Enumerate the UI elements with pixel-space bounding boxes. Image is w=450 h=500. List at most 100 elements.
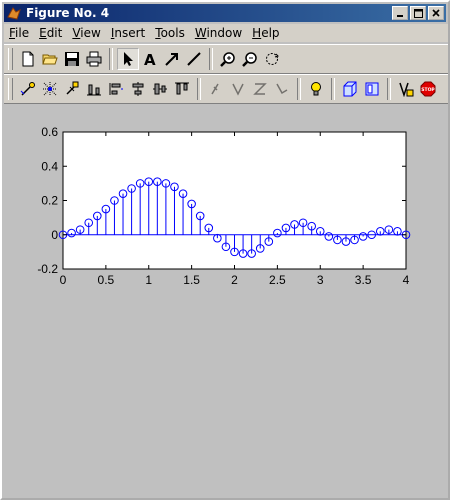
toolbar-separator — [109, 48, 113, 70]
rotate-3d-icon[interactable] — [261, 48, 283, 70]
stem-marker — [358, 232, 368, 241]
figure-palette-icon[interactable] — [395, 78, 417, 100]
plot-edit-toolbar: STOP — [4, 74, 448, 104]
stem-marker — [161, 179, 171, 188]
stem-marker — [110, 196, 119, 205]
menu-window[interactable]: Window — [194, 26, 243, 40]
stem-marker — [324, 232, 334, 241]
x-axis: 0 0.5 1 1.5 2 2.5 3 3.5 4 — [60, 132, 410, 287]
stem-marker — [221, 242, 231, 252]
align-top-icon[interactable] — [171, 78, 193, 100]
stem-marker — [333, 235, 342, 245]
menu-bar: File Edit View Insert Tools Window Help — [4, 24, 448, 42]
stem-marker — [281, 223, 291, 233]
x-tick-label: 0.5 — [98, 273, 115, 287]
toolbar-grip[interactable] — [8, 48, 13, 70]
edit-tool-3-icon[interactable] — [249, 78, 271, 100]
stem-marker — [315, 227, 325, 236]
title-bar[interactable]: Figure No. 4 — [4, 4, 446, 22]
toolbar-separator — [387, 78, 391, 100]
stem-marker — [144, 177, 154, 186]
plot-browser-icon[interactable] — [361, 78, 383, 100]
stem-marker — [135, 179, 145, 188]
zoom-out-icon[interactable] — [239, 48, 261, 70]
insert-text-icon[interactable]: A — [139, 48, 161, 70]
maximize-button[interactable] — [410, 6, 426, 20]
stem-marker — [238, 249, 248, 258]
open-folder-icon[interactable] — [39, 48, 61, 70]
stem-marker — [178, 189, 188, 198]
stem-marker — [264, 237, 274, 246]
x-tick-label: 2.5 — [269, 273, 286, 287]
stem-marker — [247, 249, 256, 258]
y-axis: -0.2 0 0.2 0.4 0.6 — [37, 125, 406, 276]
stem-marker — [307, 221, 316, 231]
edit-tool-1-icon[interactable] — [205, 78, 227, 100]
align-middle-icon[interactable] — [149, 78, 171, 100]
stem-marker — [213, 233, 222, 243]
stem-marker — [384, 225, 394, 234]
stem-plot[interactable]: -0.200.20.40.6 0 0.5 1 1.5 2 2.5 3 3.5 4 — [4, 105, 448, 498]
x-tick-label: 1.5 — [183, 273, 200, 287]
menu-insert[interactable]: Insert — [110, 26, 146, 40]
print-icon[interactable] — [83, 48, 105, 70]
pan-icon[interactable] — [61, 78, 83, 100]
zoom-in-icon[interactable] — [217, 48, 239, 70]
stem-marker — [75, 225, 85, 234]
x-tick-label: 3.5 — [355, 273, 372, 287]
stem-marker — [273, 228, 282, 238]
insert-line-icon[interactable] — [183, 48, 205, 70]
y-tick-label: 0.2 — [41, 194, 58, 208]
menu-tools[interactable]: Tools — [155, 26, 185, 40]
stem-marker — [101, 204, 111, 214]
y-tick-label: 0.6 — [41, 125, 58, 139]
y-tick-label: 0 — [51, 228, 58, 242]
data-tip-icon[interactable] — [17, 78, 39, 100]
select-arrow-icon[interactable] — [117, 48, 139, 70]
stem-marker — [67, 228, 76, 238]
stop-icon[interactable]: STOP — [417, 78, 439, 100]
edit-tool-4-icon[interactable] — [271, 78, 293, 100]
stem-series — [58, 177, 411, 258]
stem-marker — [393, 227, 402, 236]
menu-edit[interactable]: Edit — [39, 26, 63, 40]
toolbar-separator — [197, 78, 201, 100]
menu-view[interactable]: View — [72, 26, 101, 40]
stem-marker — [230, 247, 239, 257]
align-bottom-icon[interactable] — [83, 78, 105, 100]
x-tick-label: 4 — [403, 273, 410, 287]
stem-marker — [127, 184, 136, 193]
stem-marker — [84, 218, 94, 228]
brush-icon[interactable] — [39, 78, 61, 100]
toolbar-separator — [331, 78, 335, 100]
stem-marker — [350, 235, 359, 245]
figure-canvas: -0.2 0 0.2 0.4 0.6 0 0.5 1 1.5 2 2.5 3 3.5 4 — [4, 105, 448, 498]
stem-marker — [255, 244, 265, 253]
edit-tool-2-icon[interactable] — [227, 78, 249, 100]
matlab-logo-icon — [7, 7, 21, 20]
stem-marker — [204, 223, 214, 233]
close-button[interactable] — [428, 6, 444, 20]
toolbar-separator — [297, 78, 301, 100]
light-bulb-icon[interactable] — [305, 78, 327, 100]
insert-arrow-icon[interactable] — [161, 48, 183, 70]
svg-text:STOP: STOP — [421, 87, 435, 93]
align-distribute-icon[interactable] — [105, 78, 127, 100]
y-tick-label: 0.4 — [41, 159, 58, 173]
close-icon — [432, 9, 440, 17]
save-icon[interactable] — [61, 48, 83, 70]
x-tick-label: 3 — [317, 273, 324, 287]
stem-marker — [341, 237, 351, 246]
toolbar-grip[interactable] — [8, 78, 13, 100]
cube-3d-icon[interactable] — [339, 78, 361, 100]
menu-help[interactable]: Help — [252, 26, 280, 40]
minimize-button[interactable] — [392, 6, 408, 20]
new-file-icon[interactable] — [17, 48, 39, 70]
minimize-icon — [397, 15, 403, 17]
y-tick-label: -0.2 — [37, 262, 58, 276]
toolbar-separator — [209, 48, 213, 70]
stem-marker — [195, 211, 205, 221]
align-center-icon[interactable] — [127, 78, 149, 100]
menu-file[interactable]: File — [9, 26, 30, 40]
